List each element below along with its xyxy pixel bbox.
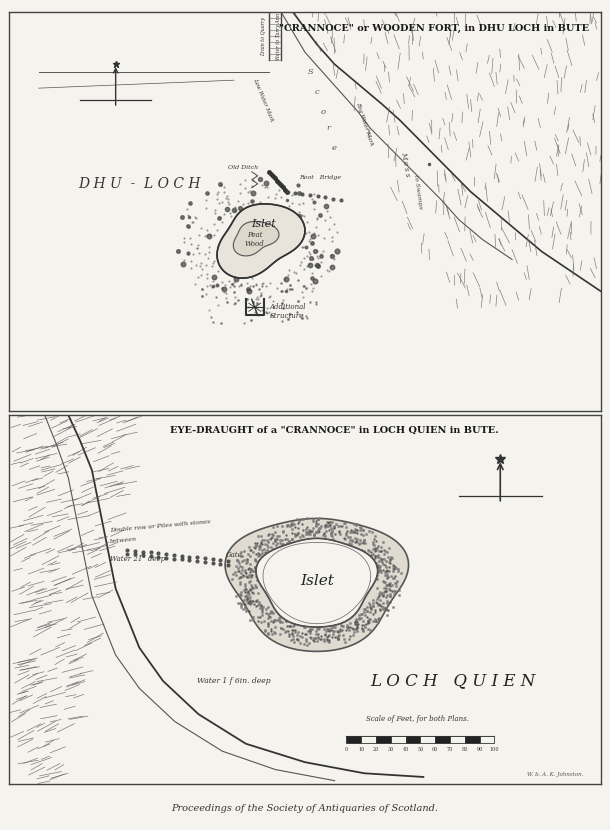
Text: 50: 50: [417, 747, 423, 753]
Text: Scale of Feet, for both Plans.: Scale of Feet, for both Plans.: [366, 715, 469, 724]
Text: 90: 90: [476, 747, 483, 753]
Text: 0: 0: [345, 747, 348, 753]
Text: Root   Bridge: Root Bridge: [299, 175, 341, 180]
Text: Peat
Wood: Peat Wood: [245, 231, 265, 248]
Text: L O C H   Q U I E N: L O C H Q U I E N: [370, 672, 536, 690]
Polygon shape: [217, 204, 305, 278]
Bar: [346, 736, 361, 743]
Text: "CRANNOCE" or WOODEN FORT, in DHU LOCH in BUTE: "CRANNOCE" or WOODEN FORT, in DHU LOCH i…: [279, 24, 589, 33]
Text: D H U  -  L O C H: D H U - L O C H: [78, 177, 201, 191]
Text: Old Ditch: Old Ditch: [228, 165, 257, 170]
Text: r: r: [327, 124, 331, 132]
Text: M o s s: M o s s: [400, 151, 412, 177]
Text: Islet: Islet: [251, 218, 276, 228]
Text: Proceedings of the Society of Antiquaries of Scotland.: Proceedings of the Society of Antiquarie…: [171, 804, 439, 813]
Polygon shape: [225, 519, 409, 652]
Bar: [376, 736, 391, 743]
Text: EYE-DRAUGHT of a "CRANNOCE" in LOCH QUIEN in BUTE.: EYE-DRAUGHT of a "CRANNOCE" in LOCH QUIE…: [170, 426, 499, 435]
Text: between: between: [110, 537, 137, 544]
Bar: [450, 736, 465, 743]
Text: Additional
Structure: Additional Structure: [270, 303, 306, 320]
Text: 80: 80: [462, 747, 468, 753]
Text: W. b. A. K. Johnston.: W. b. A. K. Johnston.: [526, 772, 583, 777]
Bar: [420, 736, 435, 743]
Bar: [479, 736, 494, 743]
Text: Water to Tarry Ann: Water to Tarry Ann: [276, 12, 281, 60]
Text: 70: 70: [447, 747, 453, 753]
Text: 30: 30: [387, 747, 394, 753]
Bar: [391, 736, 406, 743]
Bar: [406, 736, 420, 743]
Polygon shape: [233, 222, 279, 256]
Bar: [361, 736, 376, 743]
Text: 100: 100: [490, 747, 499, 753]
Text: Low Water Mark: Low Water Mark: [253, 77, 274, 123]
Text: Islet: Islet: [300, 574, 334, 588]
Text: o: o: [320, 108, 325, 116]
Text: Water 1 f 6in. deep: Water 1 f 6in. deep: [197, 677, 271, 685]
Text: 20: 20: [373, 747, 379, 753]
Text: 60: 60: [432, 747, 439, 753]
Text: Water 21" deep: Water 21" deep: [110, 555, 165, 563]
Text: 40: 40: [403, 747, 409, 753]
Polygon shape: [256, 539, 378, 627]
Text: Bog Water Mark: Bog Water Mark: [355, 101, 373, 146]
Text: Gate: Gate: [226, 551, 242, 559]
Text: c: c: [315, 88, 319, 96]
Bar: [435, 736, 450, 743]
Text: e: e: [332, 144, 337, 152]
Text: to Swamps: to Swamps: [412, 174, 422, 209]
Text: 10: 10: [358, 747, 364, 753]
Text: S: S: [308, 68, 314, 76]
Text: Double row or Piles with stones: Double row or Piles with stones: [110, 519, 211, 533]
Text: Drain to Quarry: Drain to Quarry: [261, 17, 266, 56]
Bar: [465, 736, 479, 743]
